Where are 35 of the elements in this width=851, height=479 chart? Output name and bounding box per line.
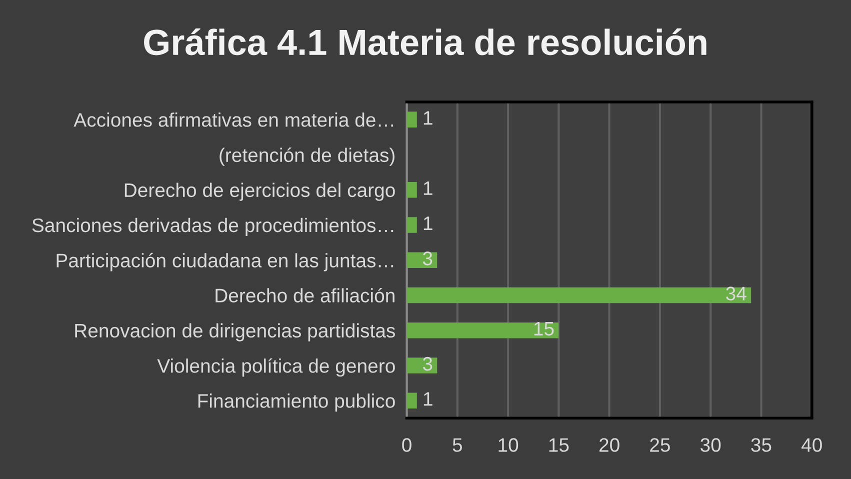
y-tick-label: Violencia política de genero	[157, 358, 395, 377]
bar	[406, 322, 559, 338]
chart-title: Gráfica 4.1 Materia de resolución	[144, 28, 706, 56]
bar	[406, 252, 438, 268]
y-tick-label: Financiamiento publico	[198, 394, 395, 412]
bar	[406, 217, 417, 233]
y-tick-label: Renovacion de dirigencias partidistas	[75, 323, 395, 342]
y-tick-label: Derecho de ejercicios del cargo	[124, 182, 395, 201]
x-tick-label: 15	[549, 438, 569, 452]
data-label: 1	[424, 111, 432, 125]
bar	[406, 287, 752, 304]
x-tick-label: 5	[452, 438, 462, 452]
data-label: 1	[424, 216, 432, 230]
x-tick-label: 40	[801, 438, 822, 452]
x-tick-label: 0	[402, 438, 412, 452]
y-tick-label: Participación ciudadana en las juntas…	[56, 252, 394, 272]
data-label: 15	[534, 322, 554, 336]
x-tick-label: 35	[751, 438, 772, 452]
data-label: 34	[726, 286, 746, 300]
y-tick-label: Sanciones derivadas de procedimientos…	[32, 218, 394, 236]
bar	[406, 358, 438, 374]
x-tick-label: 25	[650, 438, 670, 452]
bar	[406, 112, 417, 128]
bar	[406, 392, 417, 409]
x-tick-label: 20	[599, 438, 620, 452]
data-label: 1	[424, 392, 432, 406]
x-tick-label: 10	[498, 438, 518, 452]
data-label: 3	[422, 356, 432, 371]
x-tick-label: 30	[700, 438, 721, 452]
y-tick-label: Acciones afirmativas en materia de…	[74, 112, 394, 127]
y-tick-label: Derecho de afiliación	[216, 288, 394, 302]
y-tick-label: (retención de dietas)	[220, 148, 394, 166]
data-label: 1	[424, 181, 432, 195]
data-label: 3	[422, 252, 432, 266]
bar	[406, 182, 417, 198]
